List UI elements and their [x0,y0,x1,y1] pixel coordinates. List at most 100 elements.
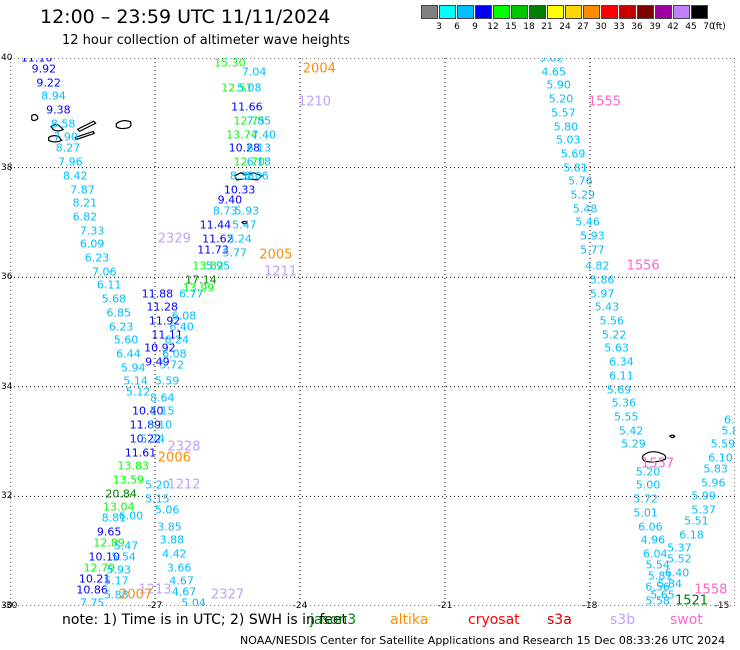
wave-height-value: 6.09 [79,237,105,251]
wave-height-value: 5.69 [606,383,632,397]
wave-height-value: 11.28 [146,300,179,314]
wave-height-value: 8.27 [55,141,81,155]
wave-height-value: 5.47 [232,218,257,232]
wave-height-value: 5.65 [650,588,675,602]
scale-swatch [673,5,690,19]
wave-height-value: 5.36 [611,396,637,410]
wave-height-value: 5.86 [589,273,615,287]
longitude-tick-label: -18 [582,601,598,611]
scale-swatch [655,5,672,19]
scale-tick-label: 24 [559,22,571,32]
wave-height-value: 6.08 [162,347,187,361]
wave-height-value: 5.80 [553,120,579,133]
wave-height-value: 7.96 [58,155,83,169]
longitude-tick-label: -15 [714,601,730,611]
wave-height-value: 6.82 [72,210,98,224]
scale-tick-label: 15 [505,22,517,32]
wave-height-value: 6.10 [708,451,733,465]
wave-height-value: 5.17 [104,574,129,588]
wave-height-value: 5.29 [570,188,596,202]
wave-height-value: 6.85 [106,306,132,320]
scale-unit-label: (ft) [712,22,726,32]
map-canvas [10,58,735,606]
wave-height-value: 5.55 [614,410,639,424]
latitude-tick-label: 36 [1,272,13,283]
wave-height-value: 6.18 [679,528,704,542]
wave-height-value: 10.33 [223,183,256,197]
pass-time-label: 2329 [157,231,191,247]
pass-time-label: 1521 [674,593,709,606]
wave-height-value: 5.54 [111,550,136,564]
wave-height-value: 5.29 [621,437,646,451]
scale-tick-label: 6 [454,22,460,32]
wave-height-value: 8.38 [229,169,255,183]
scale-swatch [547,5,564,19]
island-outline [241,220,248,225]
wave-height-value: 4.42 [162,547,187,561]
wave-height-value: 6.40 [664,566,690,580]
wave-height-value: 5.24 [227,232,252,246]
wave-height-value: 7.85 [246,114,272,128]
wave-height-value: 5.01 [633,506,658,520]
wave-height-value: 6.40 [169,320,194,334]
wave-height-value: 7.90 [53,130,78,144]
scale-tick-label: 70 [703,22,715,32]
wave-height-value: 8.94 [41,89,66,103]
wave-height-value: 11.61 [124,446,157,460]
island-outline [641,451,667,463]
scale-tick-label: 39 [649,22,661,32]
wave-height-value: 5.06 [154,503,180,517]
island-outline [50,124,65,132]
wave-height-value: 13.74 [226,128,258,142]
wave-height-value: 5.90 [546,78,571,92]
wave-height-value: 5.83 [703,462,728,476]
wave-height-value: 6.34 [609,355,634,369]
wave-height-value: 12.51 [221,81,253,95]
latitude-tick-label: 40 [1,53,13,63]
wave-height-value: 13.82 [192,259,224,273]
wave-height-value: 11.66 [231,100,263,114]
scale-tick-label: 36 [631,22,643,32]
scale-tick-label: 30 [595,22,607,32]
wave-height-value: 5.10 [147,418,173,432]
wave-height-value: 5.60 [113,333,139,347]
wave-height-value: 10.28 [228,141,261,155]
wave-height-value: 6.23 [84,251,110,265]
island-outline [74,130,96,141]
longitude-tick-label: -24 [292,601,308,611]
wave-height-value: 5.94 [121,361,146,375]
island-outline [115,120,132,130]
wave-height-value: 10.86 [76,583,108,597]
legend-cryosat: cryosat [468,612,520,628]
pass-time-label: 1210 [297,94,332,110]
pass-time-label: 1212 [167,477,201,493]
wave-height-value: 6.00 [118,509,144,523]
wave-height-value: 5.04 [181,596,206,606]
scale-tick-label: 21 [541,22,553,32]
wave-height-value: 5.8 [721,424,735,438]
wave-height-value: 8.64 [150,391,175,405]
wave-height-value: 5.81 [563,161,588,175]
scale-tick-label: 18 [523,22,535,32]
wave-height-value: 6.04 [223,58,248,61]
wave-height-value: 6.08 [171,309,197,323]
scale-swatch [565,5,582,19]
wave-height-value: 5.47 [113,539,139,553]
wave-height-value: 5.93 [106,563,132,577]
scale-tick-label: 45 [685,22,697,32]
pass-time-label: 1211 [264,264,298,280]
pass-time-label: 2328 [167,439,201,455]
island-outline [233,172,263,181]
wave-height-value: 5.99 [691,489,716,503]
wave-height-value: 5.96 [701,476,726,490]
wave-height-value: 5.74 [140,432,165,446]
wave-height-value: 11.73 [197,243,229,257]
wave-height-value: 5.12 [125,385,151,399]
wave-height-value: 11.92 [148,314,181,328]
wave-height-value: 5.37 [691,503,716,517]
legend-s3a: s3a [547,612,572,628]
latitude-tick-label: 32 [1,491,13,502]
pass-time-label: 2006 [157,450,191,466]
wave-height-value: 11.62 [202,232,234,246]
wave-height-value: 6.77 [179,287,204,301]
